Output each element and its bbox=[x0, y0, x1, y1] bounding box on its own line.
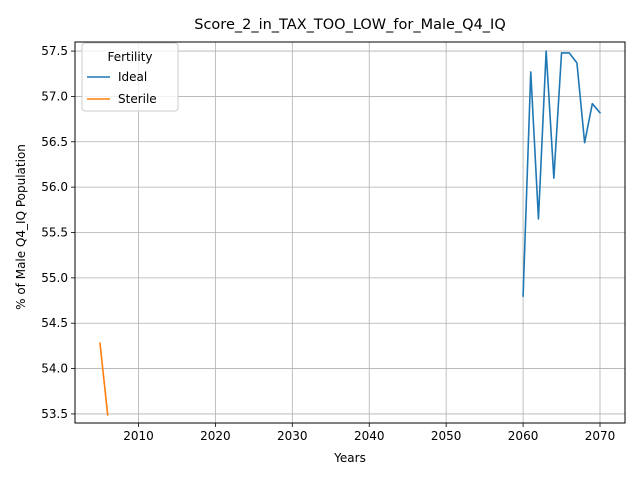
legend-box bbox=[81, 42, 179, 112]
y-tick-label: 54.5 bbox=[41, 316, 68, 330]
x-tick-label: 2030 bbox=[277, 429, 308, 443]
data-series bbox=[99, 50, 602, 416]
chart-title: Score_2_in_TAX_TOO_LOW_for_Male_Q4_IQ bbox=[194, 17, 506, 33]
y-tick-label: 56.0 bbox=[41, 180, 68, 194]
series-line-ideal bbox=[522, 50, 602, 297]
x-tick-label: 2050 bbox=[431, 429, 462, 443]
y-tick-label: 55.5 bbox=[41, 226, 68, 240]
grid-lines bbox=[75, 42, 625, 423]
legend: Fertility Ideal Sterile bbox=[81, 42, 179, 112]
x-tick-label: 2060 bbox=[508, 429, 539, 443]
x-tick-label: 2010 bbox=[123, 429, 154, 443]
legend-title: Fertility bbox=[107, 50, 152, 64]
y-tick-label: 57.0 bbox=[41, 89, 68, 103]
y-axis-label: % of Male Q4_IQ Population bbox=[14, 144, 28, 310]
series-line-sterile bbox=[99, 342, 109, 416]
y-tick-label: 56.5 bbox=[41, 135, 68, 149]
y-axis-ticks: 53.5 54.0 54.5 55.0 55.5 56.0 56.5 57.0 57.5 bbox=[41, 44, 75, 421]
y-tick-label: 55.0 bbox=[41, 271, 68, 285]
y-tick-label: 53.5 bbox=[41, 407, 68, 421]
x-tick-label: 2040 bbox=[354, 429, 385, 443]
x-axis-ticks: 2010 2020 2030 2040 2050 2060 2070 bbox=[123, 423, 615, 443]
legend-label-ideal: Ideal bbox=[118, 70, 147, 84]
y-tick-label: 54.0 bbox=[41, 362, 68, 376]
legend-label-sterile: Sterile bbox=[118, 92, 157, 106]
x-tick-label: 2020 bbox=[200, 429, 231, 443]
x-tick-label: 2070 bbox=[585, 429, 616, 443]
y-tick-label: 57.5 bbox=[41, 44, 68, 58]
x-axis-label: Years bbox=[333, 451, 366, 465]
